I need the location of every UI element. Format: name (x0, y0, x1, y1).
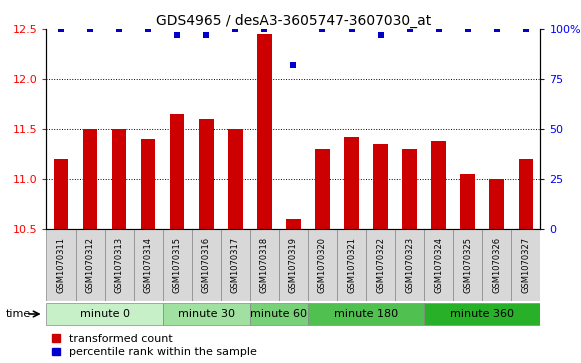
Text: GSM1070315: GSM1070315 (173, 237, 182, 293)
Text: GSM1070323: GSM1070323 (405, 237, 414, 293)
Bar (170, 114, 185, 229)
Bar (279, 229, 308, 301)
Bar (403, 149, 417, 229)
Text: GSM1070318: GSM1070318 (260, 237, 269, 293)
Text: GSM1070324: GSM1070324 (434, 237, 443, 293)
Point (260, 26, 269, 32)
Text: GSM1070327: GSM1070327 (521, 237, 530, 293)
Bar (46, 229, 76, 301)
Text: GSM1070325: GSM1070325 (463, 237, 472, 293)
Point (521, 26, 530, 32)
Bar (163, 302, 250, 325)
Point (405, 26, 414, 32)
Bar (315, 149, 330, 229)
Text: GSM1070314: GSM1070314 (144, 237, 153, 293)
Bar (308, 229, 337, 301)
Point (231, 26, 240, 32)
Bar (453, 229, 482, 301)
Bar (257, 34, 272, 229)
Bar (511, 229, 540, 301)
Text: minute 60: minute 60 (250, 309, 307, 319)
Point (114, 26, 124, 32)
Bar (337, 229, 366, 301)
Text: GSM1070319: GSM1070319 (289, 237, 298, 293)
Point (202, 32, 211, 38)
Text: GSM1070321: GSM1070321 (347, 237, 356, 293)
Bar (366, 229, 395, 301)
Bar (374, 144, 388, 229)
Bar (76, 229, 105, 301)
Bar (489, 179, 504, 229)
Bar (46, 302, 163, 325)
Bar (105, 229, 134, 301)
Text: GSM1070316: GSM1070316 (202, 237, 211, 293)
Bar (192, 229, 221, 301)
Bar (112, 129, 127, 229)
Text: GSM1070326: GSM1070326 (492, 237, 501, 293)
Point (318, 26, 327, 32)
Bar (250, 229, 279, 301)
Bar (286, 219, 301, 229)
Bar (482, 229, 511, 301)
Point (434, 26, 443, 32)
Point (173, 32, 182, 38)
Bar (460, 174, 475, 229)
Bar (83, 129, 98, 229)
Point (347, 26, 356, 32)
Bar (431, 141, 446, 229)
Text: minute 30: minute 30 (178, 309, 235, 319)
Text: minute 360: minute 360 (450, 309, 514, 319)
Bar (163, 229, 192, 301)
Point (144, 26, 153, 32)
Bar (221, 229, 250, 301)
Bar (395, 229, 424, 301)
Bar (199, 119, 214, 229)
Text: time: time (6, 309, 31, 319)
Bar (54, 159, 69, 229)
Bar (424, 302, 540, 325)
Text: GSM1070311: GSM1070311 (56, 237, 66, 293)
Bar (308, 302, 424, 325)
Legend: transformed count, percentile rank within the sample: transformed count, percentile rank withi… (52, 334, 257, 358)
Point (56, 26, 66, 32)
Point (376, 32, 385, 38)
Text: GSM1070313: GSM1070313 (114, 237, 124, 293)
Bar (134, 229, 163, 301)
Text: GSM1070320: GSM1070320 (318, 237, 327, 293)
Point (289, 62, 298, 68)
Bar (250, 302, 308, 325)
Point (463, 26, 472, 32)
Bar (519, 159, 533, 229)
Bar (344, 137, 359, 229)
Bar (424, 229, 453, 301)
Bar (228, 129, 243, 229)
Text: GSM1070322: GSM1070322 (376, 237, 385, 293)
Text: minute 180: minute 180 (334, 309, 398, 319)
Title: GDS4965 / desA3-3605747-3607030_at: GDS4965 / desA3-3605747-3607030_at (156, 14, 431, 28)
Point (85, 26, 95, 32)
Text: GSM1070312: GSM1070312 (85, 237, 95, 293)
Bar (141, 139, 156, 229)
Text: GSM1070317: GSM1070317 (231, 237, 240, 293)
Point (492, 26, 501, 32)
Text: minute 0: minute 0 (80, 309, 130, 319)
